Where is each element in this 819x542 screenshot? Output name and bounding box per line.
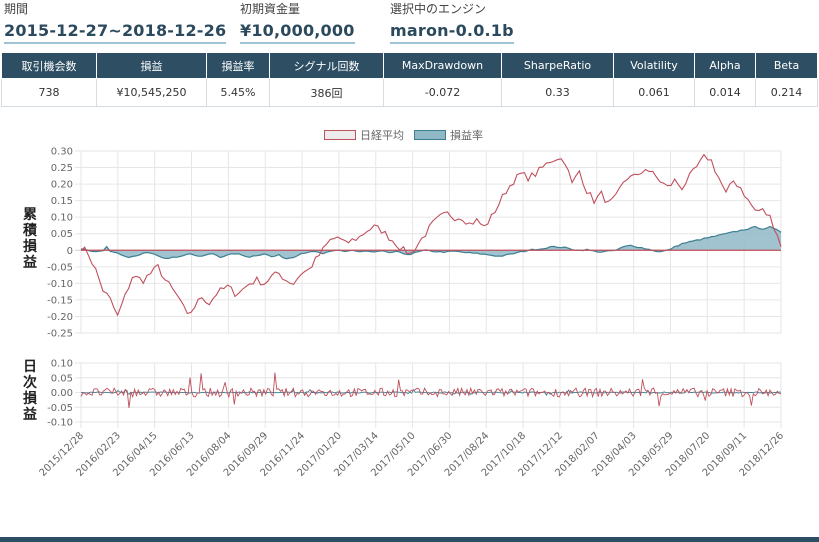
y-tick-label: 0.00: [51, 388, 73, 399]
y-tick-label: -0.05: [47, 262, 73, 273]
stats-header-cell: 取引機会数: [1, 52, 97, 79]
stats-value-cell: 738: [1, 78, 97, 107]
y-tick-label: -0.10: [47, 279, 73, 290]
legend-swatch-profit-rate: [414, 130, 446, 140]
y-tick-label: -0.15: [47, 295, 73, 306]
stats-header-cell: 損益: [96, 52, 207, 79]
y-tick-label: 0.10: [51, 359, 73, 370]
legend-item-profit-rate[interactable]: 損益率: [414, 127, 483, 143]
stats-table: 取引機会数 損益 損益率 シグナル回数 MaxDrawdown SharpeRa…: [1, 52, 818, 107]
stats-value-cell: 0.214: [755, 78, 818, 107]
y-tick-label: 0.30: [51, 147, 73, 158]
legend-label-nikkei: 日経平均: [360, 129, 404, 142]
y-tick-label: -0.05: [47, 403, 73, 414]
capital-field: 初期資金量 ¥10,000,000: [240, 0, 355, 44]
stats-value-cell: 5.45%: [206, 78, 270, 107]
y-tick-label: 0.05: [51, 229, 73, 240]
y-tick-label: 0.10: [51, 213, 73, 224]
capital-label: 初期資金量: [240, 2, 301, 16]
stats-value-cell: 0.33: [501, 78, 614, 107]
profit-rate-area: [81, 226, 781, 259]
chart-ticks: 2015/12/282016/02/232016/04/152016/06/13…: [38, 147, 787, 479]
stats-value-cell: 386回: [269, 78, 384, 107]
performance-chart: 2015/12/282016/02/232016/04/152016/06/13…: [38, 147, 787, 479]
y-tick-label: 0: [67, 246, 73, 257]
chart-grid: [75, 150, 782, 428]
cumulative-profit-axis-title: 累積損益: [22, 207, 38, 271]
y-tick-label: -0.10: [47, 418, 73, 429]
bottom-table-header-bar: [0, 537, 819, 542]
period-field: 期間 2015-12-27~2018-12-26: [4, 0, 227, 44]
stats-header-cell: SharpeRatio: [501, 52, 614, 79]
nikkei-line: [80, 153, 782, 317]
stats-header-row: 取引機会数 損益 損益率 シグナル回数 MaxDrawdown SharpeRa…: [1, 52, 818, 79]
stats-value-cell: -0.072: [383, 78, 502, 107]
chart-series: [80, 153, 782, 408]
engine-value[interactable]: maron-0.0.1b: [390, 21, 514, 44]
capital-value[interactable]: ¥10,000,000: [240, 21, 355, 44]
stats-value-cell: ¥10,545,250: [96, 78, 207, 107]
y-tick-label: -0.20: [47, 312, 73, 323]
stats-header-cell: Alpha: [694, 52, 756, 79]
stats-header-cell: Volatility: [613, 52, 695, 79]
y-tick-label: 0.15: [51, 196, 73, 207]
legend-swatch-nikkei: [324, 130, 356, 140]
engine-field: 選択中のエンジン maron-0.0.1b: [390, 0, 514, 44]
engine-label: 選択中のエンジン: [390, 2, 487, 16]
stats-header-cell: Beta: [755, 52, 818, 79]
y-tick-label: -0.25: [47, 329, 73, 340]
stats-value-cell: 0.014: [694, 78, 756, 107]
daily-axis-title-text: 日次損益: [23, 359, 37, 423]
stats-header-cell: 損益率: [206, 52, 270, 79]
stats-header-cell: MaxDrawdown: [383, 52, 502, 79]
stats-header-cell: シグナル回数: [269, 52, 384, 79]
legend-item-nikkei[interactable]: 日経平均: [324, 127, 404, 143]
daily-profit-axis-title: 日次損益: [22, 359, 38, 423]
stats-value-cell: 0.061: [613, 78, 695, 107]
daily-nikkei-line: [80, 372, 782, 408]
y-tick-label: 0.25: [51, 163, 73, 174]
legend-label-profit-rate: 損益率: [450, 129, 483, 142]
period-label: 期間: [4, 2, 29, 16]
stats-value-row: 738 ¥10,545,250 5.45% 386回 -0.072 0.33 0…: [1, 78, 818, 107]
cumulative-axis-title-text: 累積損益: [23, 207, 37, 271]
y-tick-label: 0.05: [51, 373, 73, 384]
period-value[interactable]: 2015-12-27~2018-12-26: [4, 21, 227, 44]
y-tick-label: 0.20: [51, 180, 73, 191]
